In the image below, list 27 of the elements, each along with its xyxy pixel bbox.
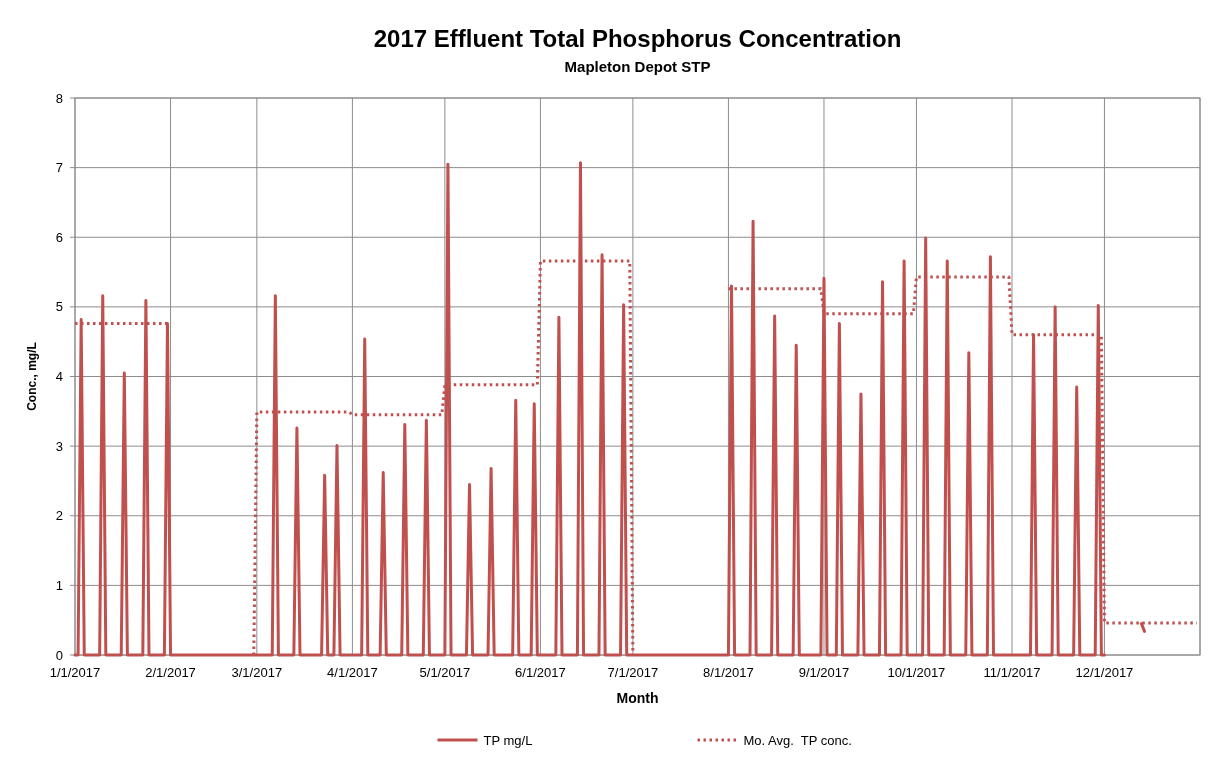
x-tick-label: 3/1/2017	[231, 665, 283, 680]
x-tick-label: 2/1/2017	[145, 665, 196, 680]
legend-label: Mo. Avg. TP conc.	[743, 732, 852, 748]
x-tick-label: 5/1/2017	[419, 665, 471, 680]
x-tick-label: 7/1/2017	[607, 665, 659, 680]
chart-title: 2017 Effluent Total Phosphorus Concentration	[373, 25, 902, 52]
y-tick-label: 1	[55, 577, 63, 593]
x-tick-label: 1/1/2017	[49, 665, 101, 680]
y-tick-label: 8	[55, 90, 63, 106]
y-axis-title: Conc., mg/L	[25, 342, 39, 411]
y-tick-label: 4	[55, 369, 63, 385]
x-tick-label: 8/1/2017	[703, 665, 754, 680]
x-tick-label: 11/1/2017	[983, 665, 1041, 680]
y-tick-label: 5	[55, 299, 63, 315]
y-tick-label: 6	[55, 229, 63, 245]
y-tick-label: 7	[55, 160, 63, 176]
x-tick-label: 12/1/2017	[1075, 665, 1134, 680]
x-tick-label: 9/1/2017	[798, 665, 850, 680]
chart-subtitle: Mapleton Depot STP	[564, 58, 711, 75]
x-tick-label: 6/1/2017	[515, 665, 566, 680]
y-tick-label: 2	[55, 508, 63, 524]
x-tick-label: 4/1/2017	[327, 665, 378, 680]
x-axis-title: Month	[616, 690, 659, 706]
x-tick-label: 10/1/2017	[887, 665, 946, 680]
y-tick-label: 3	[55, 438, 63, 454]
legend-label: TP mg/L	[483, 732, 533, 748]
y-tick-label: 0	[55, 647, 63, 663]
